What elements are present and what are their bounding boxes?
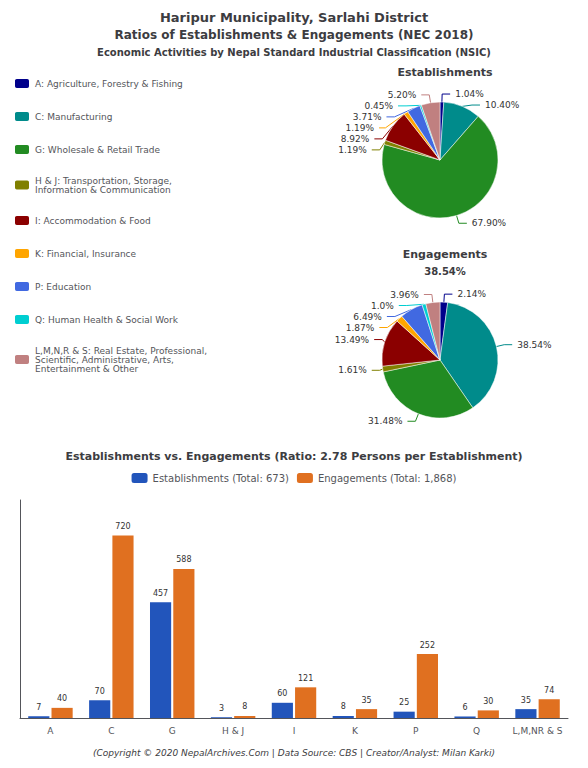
- svg-text:31.48%: 31.48%: [368, 416, 403, 426]
- svg-text:5.20%: 5.20%: [388, 90, 417, 100]
- svg-text:38.54%: 38.54%: [517, 340, 552, 350]
- svg-text:A: Agriculture, Forestry & Fis: A: Agriculture, Forestry & Fishing: [35, 79, 183, 89]
- svg-text:720: 720: [115, 522, 130, 531]
- svg-text:A: A: [47, 726, 54, 736]
- svg-text:(Copyright © 2020 NepalArchive: (Copyright © 2020 NepalArchives.Com | Da…: [93, 748, 495, 758]
- svg-text:3.71%: 3.71%: [353, 112, 382, 122]
- svg-text:L,M,N,R & S: Real Estate, Prof: L,M,N,R & S: Real Estate, Professional,: [35, 345, 208, 356]
- svg-text:2.14%: 2.14%: [457, 289, 486, 299]
- svg-text:Haripur Municipality, Sarlahi: Haripur Municipality, Sarlahi District: [160, 10, 428, 25]
- svg-text:8.92%: 8.92%: [341, 134, 370, 144]
- svg-text:35: 35: [361, 696, 371, 705]
- svg-text:L,M,NR & S: L,M,NR & S: [513, 726, 563, 736]
- svg-text:G: Wholesale & Retail Trade: G: Wholesale & Retail Trade: [35, 145, 160, 155]
- svg-text:1.87%: 1.87%: [346, 323, 375, 333]
- svg-text:Engagements (Total: 1,868): Engagements (Total: 1,868): [318, 473, 457, 484]
- svg-text:38.54%: 38.54%: [424, 266, 466, 277]
- svg-text:Engagements: Engagements: [403, 248, 488, 261]
- svg-text:10.40%: 10.40%: [485, 100, 520, 110]
- svg-text:Scientific, Administrative, Ar: Scientific, Administrative, Arts,: [35, 354, 174, 365]
- svg-text:Q: Human Health & Social Work: Q: Human Health & Social Work: [35, 315, 179, 325]
- svg-text:35: 35: [521, 696, 531, 705]
- svg-text:8: 8: [341, 702, 346, 711]
- svg-text:67.90%: 67.90%: [472, 218, 507, 228]
- svg-text:P: P: [413, 726, 419, 736]
- svg-text:70: 70: [95, 687, 105, 696]
- svg-text:6: 6: [462, 703, 467, 712]
- svg-text:588: 588: [176, 555, 191, 564]
- svg-text:K: Financial, Insurance: K: Financial, Insurance: [35, 249, 137, 259]
- svg-text:Economic Activities by Nepal S: Economic Activities by Nepal Standard In…: [97, 47, 491, 58]
- svg-text:P: Education: P: Education: [35, 282, 91, 292]
- svg-text:13.49%: 13.49%: [335, 335, 370, 345]
- svg-text:Establishments vs. Engagements: Establishments vs. Engagements (Ratio: 2…: [65, 450, 522, 463]
- svg-text:C: Manufacturing: C: Manufacturing: [35, 112, 112, 122]
- svg-text:30: 30: [483, 697, 493, 706]
- svg-text:1.19%: 1.19%: [338, 145, 367, 155]
- svg-text:I: Accommodation & Food: I: Accommodation & Food: [35, 216, 151, 226]
- svg-text:Ratios of Establishments & Eng: Ratios of Establishments & Engagements (…: [115, 28, 474, 42]
- svg-text:25: 25: [399, 698, 409, 707]
- svg-text:Q: Q: [473, 726, 480, 736]
- svg-text:40: 40: [57, 694, 67, 703]
- svg-text:Entertainment & Other: Entertainment & Other: [35, 364, 139, 374]
- svg-text:K: K: [352, 726, 359, 736]
- svg-text:60: 60: [277, 689, 287, 698]
- svg-text:1.0%: 1.0%: [371, 301, 394, 311]
- svg-text:Establishments: Establishments: [397, 66, 493, 79]
- svg-text:3.96%: 3.96%: [390, 290, 419, 300]
- svg-text:1.19%: 1.19%: [345, 123, 374, 133]
- svg-text:1.61%: 1.61%: [338, 365, 367, 375]
- svg-text:74: 74: [544, 686, 554, 695]
- svg-text:8: 8: [242, 702, 247, 711]
- svg-text:7: 7: [36, 703, 41, 712]
- svg-text:121: 121: [298, 674, 313, 683]
- svg-text:C: C: [108, 726, 114, 736]
- svg-text:6.49%: 6.49%: [353, 312, 382, 322]
- svg-text:Establishments (Total: 673): Establishments (Total: 673): [153, 473, 289, 484]
- svg-text:H & J: Transportation, Storage: H & J: Transportation, Storage,: [35, 175, 172, 186]
- svg-text:457: 457: [153, 589, 168, 598]
- svg-text:0.45%: 0.45%: [364, 101, 393, 111]
- svg-text:252: 252: [420, 641, 435, 650]
- svg-text:I: I: [293, 726, 296, 736]
- svg-text:Information & Communication: Information & Communication: [35, 185, 171, 195]
- svg-text:1.04%: 1.04%: [455, 89, 484, 99]
- svg-text:H & J: H & J: [222, 726, 244, 736]
- svg-text:3: 3: [219, 704, 224, 713]
- svg-text:G: G: [169, 726, 176, 736]
